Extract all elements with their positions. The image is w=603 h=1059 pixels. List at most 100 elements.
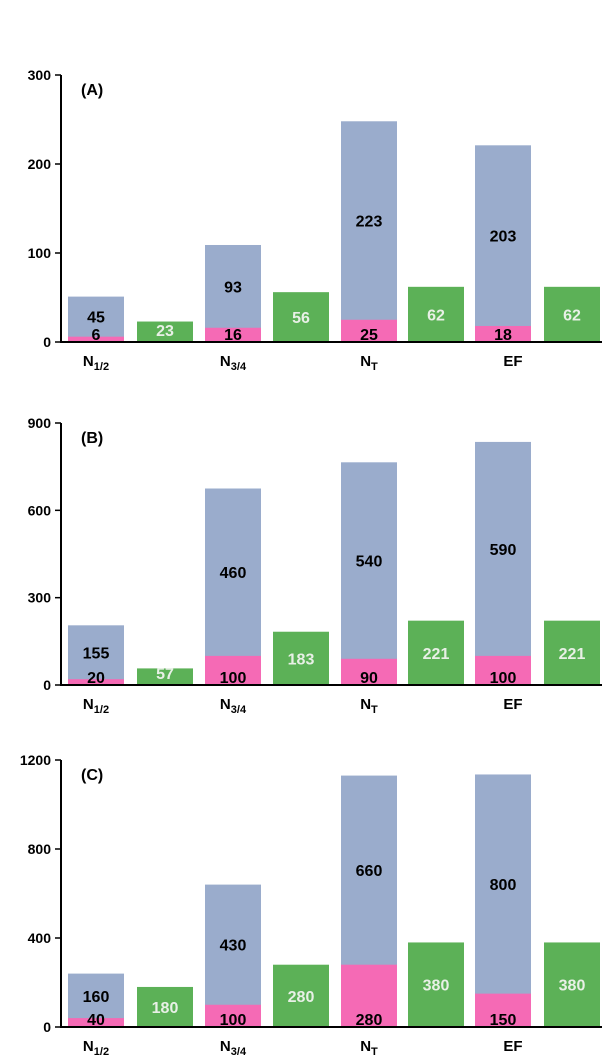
data-label-bottom: 100: [220, 670, 247, 687]
y-tick-label: 900: [28, 415, 52, 431]
x-tick-label: NT: [360, 353, 378, 373]
y-tick-label: 0: [43, 677, 51, 693]
x-tick-label: N3/4: [220, 696, 247, 716]
bar-green: [273, 292, 329, 342]
chart-panel: 0 400 800 1200 N1/2 N3/4 NT EF (C) 160 40 180 430 100…: [20, 752, 602, 1058]
x-tick-label: NT: [360, 1038, 378, 1058]
data-label-green: 380: [559, 978, 586, 995]
data-label-bottom: 16: [224, 327, 242, 344]
y-tick-label: 300: [28, 67, 52, 83]
data-label-bottom: 150: [490, 1012, 517, 1029]
y-tick-label: 400: [28, 930, 52, 946]
y-tick-label: 200: [28, 156, 52, 172]
bar-bottom: [68, 336, 124, 342]
x-tick-label: EF: [503, 353, 522, 370]
data-label-bottom: 40: [87, 1012, 105, 1029]
bar-total: [68, 625, 124, 685]
bar-bottom: [475, 993, 531, 1027]
bar-green: [137, 321, 193, 342]
data-label-total: 660: [356, 863, 383, 880]
bar-bottom: [205, 1004, 261, 1027]
bar-bottom: [341, 658, 397, 685]
y-tick-label: 100: [28, 245, 52, 261]
data-label-bottom: 100: [220, 1012, 247, 1029]
data-label-green: 221: [559, 646, 586, 663]
data-label-green: 280: [288, 989, 315, 1006]
chart-panel: 0 300 600 900 N1/2 N3/4 NT EF (B) 155 20 57 460 100 18…: [28, 415, 602, 716]
data-label-total: 160: [83, 989, 110, 1006]
panel-label: (C): [81, 767, 103, 784]
bar-bottom: [68, 1018, 124, 1027]
bar-total: [341, 462, 397, 685]
bar-bottom: [68, 679, 124, 685]
bar-total: [475, 441, 531, 685]
bar-total: [475, 774, 531, 1027]
data-label-total: 590: [490, 542, 517, 559]
data-label-total: 93: [224, 279, 242, 296]
data-label-total: 223: [356, 214, 383, 231]
x-tick-label: N1/2: [83, 1038, 109, 1058]
bar-bottom: [205, 655, 261, 685]
data-label-total: 460: [220, 565, 247, 582]
bar-total: [475, 145, 531, 342]
data-label-bottom: 90: [360, 670, 378, 687]
bar-bottom: [205, 327, 261, 342]
x-tick-label: NT: [360, 696, 378, 716]
data-label-bottom: 20: [87, 670, 105, 687]
data-label-total: 800: [490, 877, 517, 894]
data-label-green: 56: [292, 310, 310, 327]
x-tick-label: N1/2: [83, 696, 109, 716]
bar-bottom: [341, 964, 397, 1027]
bar-total: [205, 488, 261, 685]
bar-bottom: [341, 319, 397, 342]
panel-label: (B): [81, 430, 103, 447]
data-label-total: 203: [490, 229, 517, 246]
bar-bottom: [475, 325, 531, 342]
y-tick-label: 1200: [20, 752, 51, 768]
data-label-total: 45: [87, 310, 105, 327]
bar-green: [137, 668, 193, 685]
data-label-green: 62: [427, 307, 445, 324]
bar-total: [68, 296, 124, 342]
chart-panel: 0 100 200 300 N1/2 N3/4 NT EF (A) 456 23 93 16 56 223 2…: [28, 67, 602, 373]
bar-green: [544, 286, 600, 342]
panel-label: (A): [81, 82, 103, 99]
data-label-bottom: 18: [494, 327, 512, 344]
y-tick-label: 300: [28, 590, 52, 606]
bar-green: [408, 286, 464, 342]
data-label-green: 180: [152, 1000, 179, 1017]
x-tick-label: N1/2: [83, 353, 109, 373]
bar-green: [544, 942, 600, 1027]
bar-total: [341, 121, 397, 342]
bar-green: [544, 620, 600, 685]
bar-green: [137, 986, 193, 1027]
data-label-total: 540: [356, 554, 383, 571]
data-label-bottom: 25: [360, 327, 378, 344]
x-tick-label: EF: [503, 696, 522, 713]
data-label-bottom: 6: [92, 327, 101, 344]
y-tick-label: 0: [43, 1019, 51, 1035]
bar-green: [408, 620, 464, 685]
data-label-bottom: 100: [490, 670, 517, 687]
data-label-green: 23: [156, 323, 174, 340]
y-tick-label: 0: [43, 334, 51, 350]
data-label-green: 221: [423, 646, 450, 663]
bar-green: [273, 631, 329, 685]
y-tick-label: 600: [28, 502, 52, 518]
bar-total: [205, 244, 261, 342]
x-tick-label: N3/4: [220, 1038, 247, 1058]
data-label-bottom: 280: [356, 1012, 383, 1029]
x-tick-label: EF: [503, 1038, 522, 1055]
x-tick-label: N3/4: [220, 353, 247, 373]
data-label-green: 57: [156, 666, 174, 683]
bar-total: [205, 884, 261, 1027]
data-label-green: 183: [288, 651, 315, 668]
y-tick-label: 800: [28, 841, 52, 857]
data-label-total: 155: [83, 645, 110, 662]
data-label-green: 380: [423, 978, 450, 995]
data-label-total: 430: [220, 938, 247, 955]
bar-bottom: [475, 655, 531, 685]
bar-green: [273, 964, 329, 1027]
bar-green: [408, 942, 464, 1027]
